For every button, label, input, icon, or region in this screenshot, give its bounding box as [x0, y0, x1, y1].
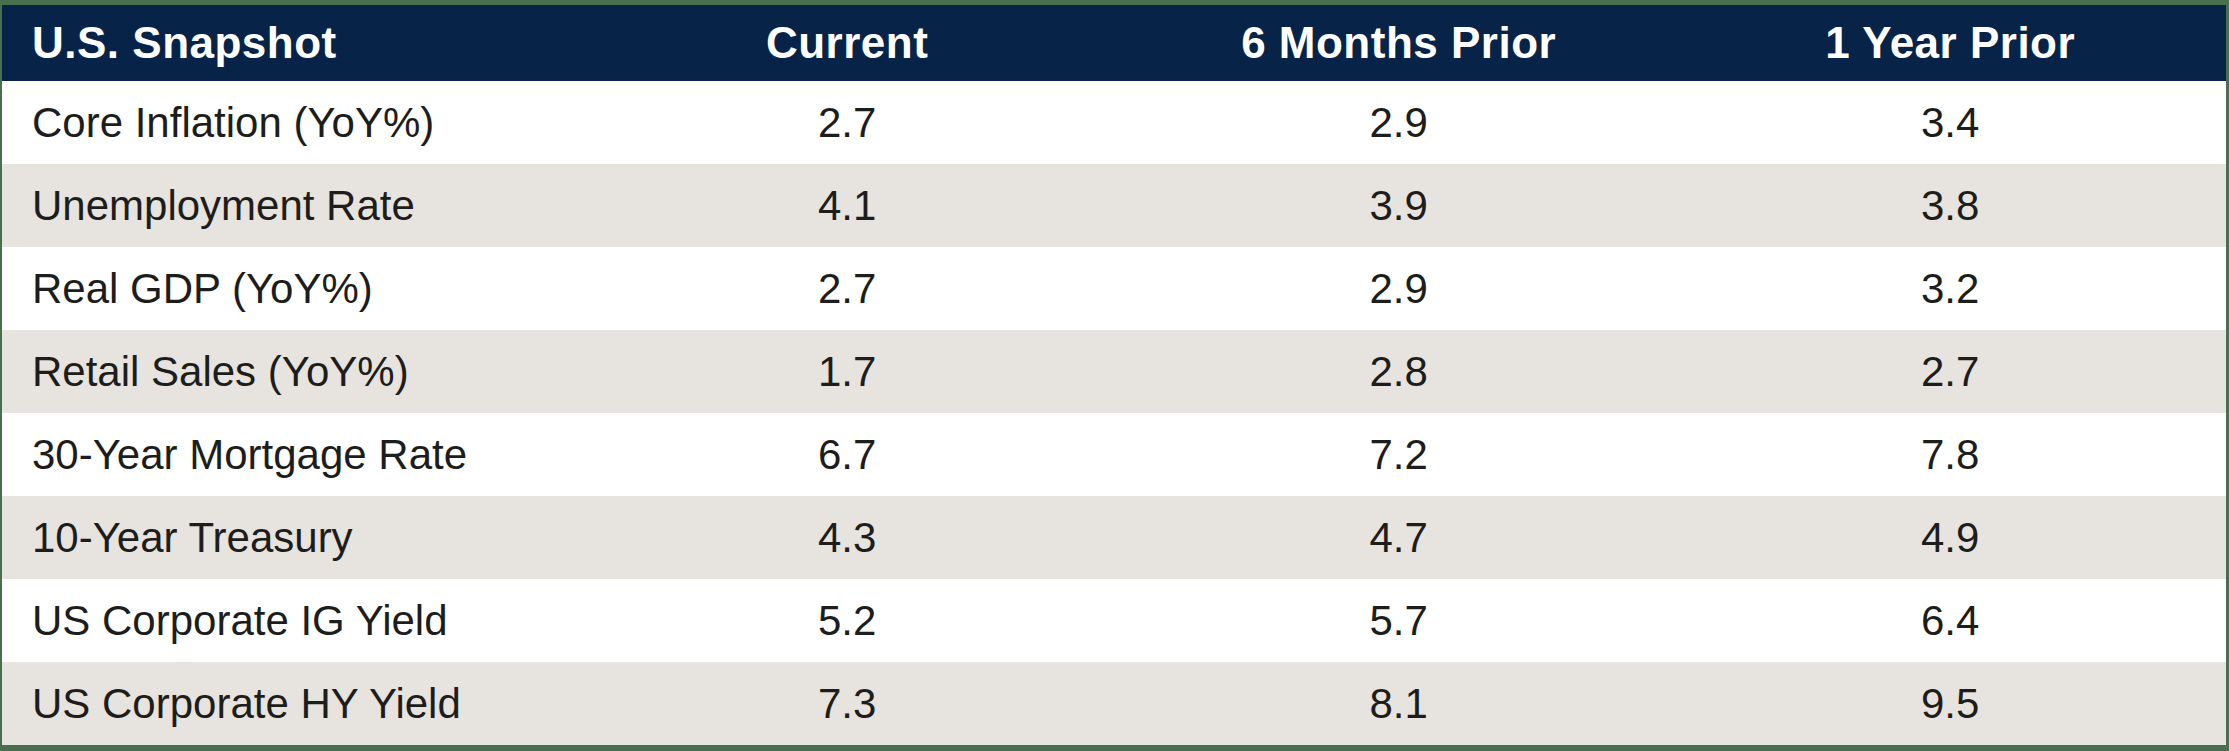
value-1-year-prior: 3.2 [1674, 247, 2226, 330]
row-label: Retail Sales (YoY%) [2, 330, 571, 413]
table-row-us-corporate-hy-yield: US Corporate HY Yield 7.3 8.1 9.5 [2, 662, 2226, 745]
us-snapshot-table: U.S. Snapshot Current 6 Months Prior 1 Y… [2, 5, 2226, 745]
table-body: Core Inflation (YoY%) 2.7 2.9 3.4 Unempl… [2, 81, 2226, 745]
row-label: US Corporate HY Yield [2, 662, 571, 745]
table-title: U.S. Snapshot [2, 5, 571, 81]
value-1-year-prior: 9.5 [1674, 662, 2226, 745]
row-label: Core Inflation (YoY%) [2, 81, 571, 164]
value-1-year-prior: 3.4 [1674, 81, 2226, 164]
value-current: 1.7 [571, 330, 1123, 413]
row-label: Real GDP (YoY%) [2, 247, 571, 330]
value-current: 2.7 [571, 247, 1123, 330]
value-6-months-prior: 4.7 [1123, 496, 1675, 579]
value-1-year-prior: 2.7 [1674, 330, 2226, 413]
value-current: 6.7 [571, 413, 1123, 496]
value-current: 4.3 [571, 496, 1123, 579]
row-label: Unemployment Rate [2, 164, 571, 247]
value-6-months-prior: 3.9 [1123, 164, 1675, 247]
row-label: US Corporate IG Yield [2, 579, 571, 662]
value-1-year-prior: 3.8 [1674, 164, 2226, 247]
value-current: 4.1 [571, 164, 1123, 247]
table-row-10-year-treasury: 10-Year Treasury 4.3 4.7 4.9 [2, 496, 2226, 579]
table-row-core-inflation: Core Inflation (YoY%) 2.7 2.9 3.4 [2, 81, 2226, 164]
value-6-months-prior: 2.8 [1123, 330, 1675, 413]
column-header-1-year-prior: 1 Year Prior [1674, 5, 2226, 81]
column-header-6-months-prior: 6 Months Prior [1123, 5, 1675, 81]
table-row-retail-sales: Retail Sales (YoY%) 1.7 2.8 2.7 [2, 330, 2226, 413]
value-6-months-prior: 5.7 [1123, 579, 1675, 662]
header-row: U.S. Snapshot Current 6 Months Prior 1 Y… [2, 5, 2226, 81]
value-current: 2.7 [571, 81, 1123, 164]
value-6-months-prior: 7.2 [1123, 413, 1675, 496]
value-current: 5.2 [571, 579, 1123, 662]
value-1-year-prior: 4.9 [1674, 496, 2226, 579]
column-header-current: Current [571, 5, 1123, 81]
value-current: 7.3 [571, 662, 1123, 745]
value-6-months-prior: 2.9 [1123, 247, 1675, 330]
table-row-us-corporate-ig-yield: US Corporate IG Yield 5.2 5.7 6.4 [2, 579, 2226, 662]
table-row-real-gdp: Real GDP (YoY%) 2.7 2.9 3.2 [2, 247, 2226, 330]
value-6-months-prior: 2.9 [1123, 81, 1675, 164]
row-label: 10-Year Treasury [2, 496, 571, 579]
table-row-unemployment-rate: Unemployment Rate 4.1 3.9 3.8 [2, 164, 2226, 247]
value-6-months-prior: 8.1 [1123, 662, 1675, 745]
table-header: U.S. Snapshot Current 6 Months Prior 1 Y… [2, 5, 2226, 81]
value-1-year-prior: 7.8 [1674, 413, 2226, 496]
us-snapshot-table-frame: U.S. Snapshot Current 6 Months Prior 1 Y… [0, 0, 2229, 751]
table-row-30-year-mortgage-rate: 30-Year Mortgage Rate 6.7 7.2 7.8 [2, 413, 2226, 496]
row-label: 30-Year Mortgage Rate [2, 413, 571, 496]
value-1-year-prior: 6.4 [1674, 579, 2226, 662]
